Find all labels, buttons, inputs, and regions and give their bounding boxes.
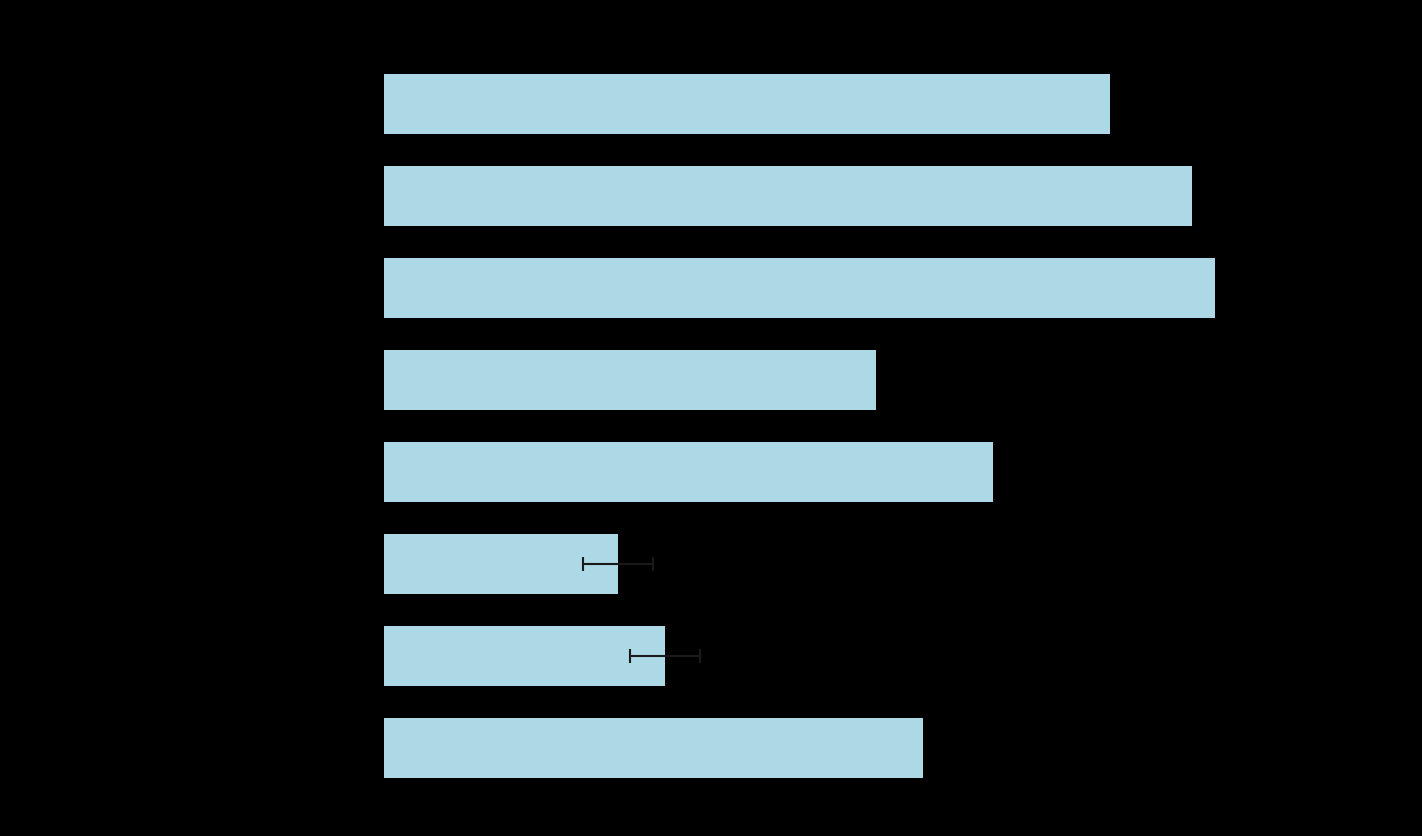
Bar xyxy=(384,718,923,778)
Bar xyxy=(384,166,1192,227)
Bar xyxy=(384,626,665,686)
Bar xyxy=(384,258,1216,319)
Bar xyxy=(384,442,993,502)
Bar xyxy=(384,350,876,410)
Bar xyxy=(384,534,619,594)
Bar xyxy=(384,74,1111,135)
